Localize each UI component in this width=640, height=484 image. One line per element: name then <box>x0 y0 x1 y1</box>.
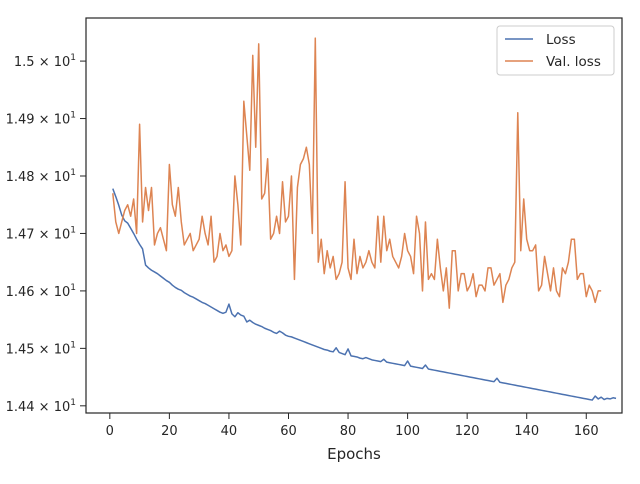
y-tick-label: 1.5 × 101 <box>14 53 76 70</box>
y-tick-label: 1.45 × 101 <box>6 340 76 357</box>
y-tick-label: 1.44 × 101 <box>6 398 76 415</box>
y-tick-label: 1.49 × 101 <box>6 111 76 128</box>
y-tick-label: 1.48 × 101 <box>6 168 76 185</box>
x-tick-label: 100 <box>395 424 420 439</box>
legend: Loss Val. loss <box>496 25 615 76</box>
series-line-val-loss <box>112 37 602 309</box>
series-layer <box>112 37 617 401</box>
x-tick-label: 140 <box>514 424 539 439</box>
x-tick-label: 80 <box>340 424 357 439</box>
x-tick-label: 20 <box>161 424 178 439</box>
x-tick-label: 0 <box>106 424 114 439</box>
legend-label: Val. loss <box>546 54 601 70</box>
x-tick-label: 60 <box>280 424 297 439</box>
x-tick-label: 120 <box>455 424 480 439</box>
series-line-loss <box>112 188 617 401</box>
y-tick-label: 1.47 × 101 <box>6 225 76 242</box>
axes-frame <box>85 17 623 414</box>
x-tick-label: 40 <box>221 424 238 439</box>
x-tick-label: 160 <box>574 424 599 439</box>
x-axis-label: Epochs <box>327 445 381 463</box>
x-axis-ticks: 0 20 40 60 80 100 120 140 160 <box>106 413 599 439</box>
y-axis-ticks: 1.44 × 101 1.45 × 101 1.46 × 101 1.47 × 101… <box>6 53 86 415</box>
legend-label: Loss <box>546 32 576 48</box>
y-tick-label: 1.46 × 101 <box>6 283 76 300</box>
